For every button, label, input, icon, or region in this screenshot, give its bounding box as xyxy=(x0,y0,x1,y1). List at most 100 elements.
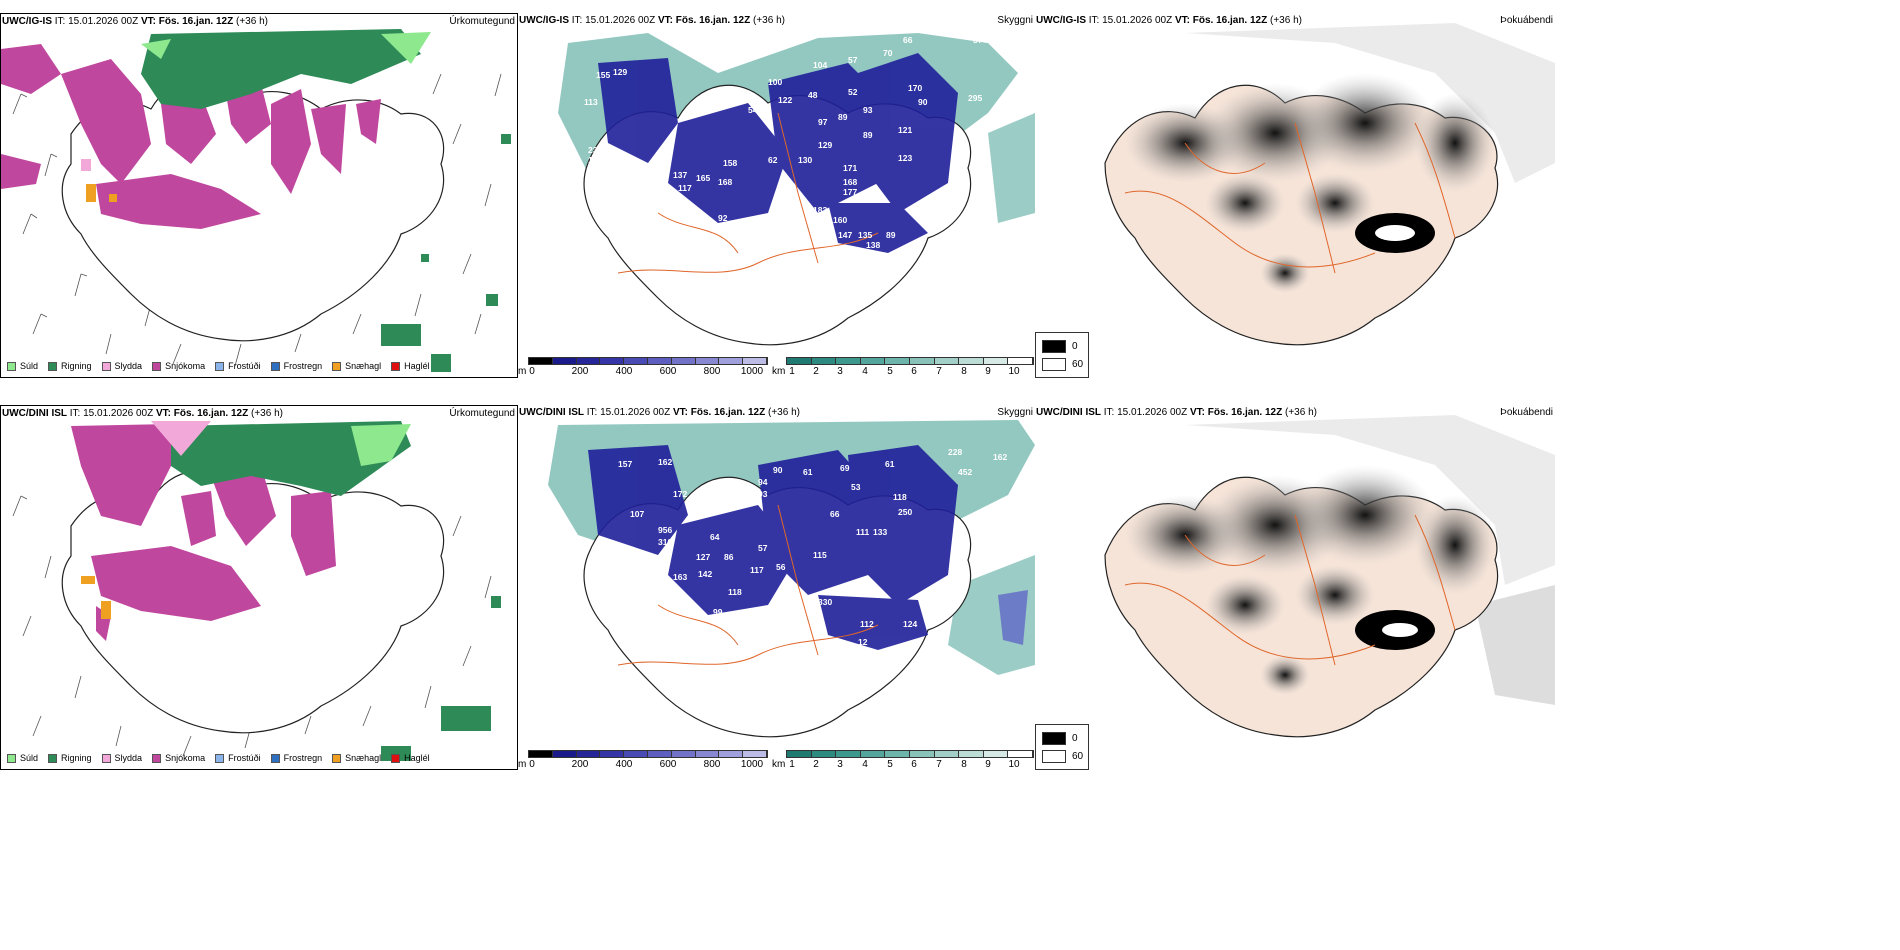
cloud-label: 135 xyxy=(858,230,872,240)
swatch-sud xyxy=(7,361,16,371)
cloud-label: 70 xyxy=(883,48,893,58)
tick-label: 10 xyxy=(1008,366,1020,377)
visibility-unit: km xyxy=(772,366,786,377)
tick-label: 4 xyxy=(862,759,868,770)
tick-label: 4 xyxy=(862,366,868,377)
swatch-frostudi xyxy=(215,753,225,763)
swatch-snjokoma xyxy=(152,753,162,763)
cloud-label: 57 xyxy=(848,55,858,65)
cloud-label: 112 xyxy=(860,619,874,629)
cloud-base-colorbar-row1: m 0 200 400 600 800 1000 xyxy=(518,357,768,379)
cloud-label: 163 xyxy=(673,572,687,582)
cloud-label: 133 xyxy=(873,527,887,537)
cloud-label: 158 xyxy=(723,158,737,168)
swatch-snaehagl xyxy=(332,361,342,371)
cloud-label: 171 xyxy=(843,163,857,173)
panel-type-label: Úrkomutegund xyxy=(449,408,515,419)
cloud-label: 90 xyxy=(918,97,928,107)
cloud-label: 89 xyxy=(886,230,896,240)
tick-label: 1000 xyxy=(740,759,764,770)
cloud-label: 99 xyxy=(713,607,723,617)
cloud-label: 183 xyxy=(813,205,827,215)
legend-item-snaehagl: Snæhagl xyxy=(332,361,381,371)
tick-label: 9 xyxy=(985,759,991,770)
tick-label: 6 xyxy=(911,759,917,770)
cloud-label: 168 xyxy=(718,177,732,187)
panel-type-label: Þokuábendi xyxy=(1500,15,1553,26)
tick-label: 1 xyxy=(789,759,795,770)
precip-type-panel-row1: UWC/IG-IS IT: 15.01.2026 00Z VT: Fös. 16… xyxy=(0,13,518,378)
cloud-label: 57 xyxy=(758,543,768,553)
cloud-panel-row1: UWC/IG-IS IT: 15.01.2026 00Z VT: Fös. 16… xyxy=(518,13,1035,378)
tick-label: 2 xyxy=(813,759,819,770)
cloud-label: 123 xyxy=(898,153,912,163)
cloud-label: 94 xyxy=(758,477,768,487)
tick-label: 600 xyxy=(659,759,677,770)
panel-type-label: Skyggni xyxy=(997,15,1033,26)
cloud-label: 155 xyxy=(596,70,610,80)
cloud-label: 69 xyxy=(840,463,850,473)
fog-legend-row1: 0 60 xyxy=(1035,332,1089,378)
cloud-label: 177 xyxy=(843,187,857,197)
tick-label: 800 xyxy=(703,759,721,770)
cloud-panel-row2: UWC/DINI ISL IT: 15.01.2026 00Z VT: Fös.… xyxy=(518,405,1035,770)
panel-title: UWC/DINI ISL IT: 15.01.2026 00Z VT: Fös.… xyxy=(1036,407,1317,418)
cloud-label: 250 xyxy=(898,507,912,517)
legend-item-frostudi: Frostúði xyxy=(215,361,261,371)
visibility-blocks xyxy=(786,357,1034,365)
fog-panel-row2: UWC/DINI ISL IT: 15.01.2026 00Z VT: Fös.… xyxy=(1035,405,1555,770)
tick-label: 2 xyxy=(813,366,819,377)
cloud-label: 142 xyxy=(698,569,712,579)
legend-item-snjokoma: Snjókoma xyxy=(152,361,205,371)
cloud-label: 53 xyxy=(851,482,861,492)
cloud-label: 330 xyxy=(818,597,832,607)
cloud-label: 99 xyxy=(658,195,668,205)
cloud-label: 124 xyxy=(903,619,917,629)
legend-item-slydda: Slydda xyxy=(101,361,142,371)
cloud-label: 111 xyxy=(856,527,870,537)
cloud-label: 89 xyxy=(863,130,873,140)
swatch-haglel xyxy=(391,361,401,371)
visibility-unit: km xyxy=(772,759,786,770)
cloud-label: 118 xyxy=(893,492,907,502)
cloud-label: 295 xyxy=(968,93,982,103)
cloud-label: 193 xyxy=(843,582,857,592)
cloud-label: 127 xyxy=(696,552,710,562)
cloud-label: 48 xyxy=(808,90,818,100)
cloud-label: 129 xyxy=(818,140,832,150)
cloud-label: 162 xyxy=(658,457,672,467)
legend-item-rigning: Rigning xyxy=(48,753,92,763)
tick-label: 400 xyxy=(615,366,633,377)
precip-map xyxy=(12,421,501,761)
cloud-label: 61 xyxy=(803,467,813,477)
tick-label: 0 xyxy=(529,366,535,377)
legend-item-rigning: Rigning xyxy=(48,361,92,371)
tick-label: 7 xyxy=(936,366,942,377)
legend-item-haglel: Haglél xyxy=(391,753,430,763)
cloud-label: 61 xyxy=(885,459,895,469)
cloud-label: 93 xyxy=(863,105,873,115)
tick-label: 1 xyxy=(789,366,795,377)
swatch-slydda xyxy=(101,753,111,763)
panel-type-label: Úrkomutegund xyxy=(449,16,515,27)
cloud-label: 92 xyxy=(718,213,728,223)
fog-panel-row1: UWC/IG-IS IT: 15.01.2026 00Z VT: Fös. 16… xyxy=(1035,13,1555,378)
swatch-rigning xyxy=(48,361,58,371)
cloud-label: 62 xyxy=(768,155,778,165)
cloud-label: 109 xyxy=(618,188,632,198)
cloud-label: 130 xyxy=(798,155,812,165)
visibility-colorbar-row2: km 1 2 3 4 5 6 7 8 9 10 xyxy=(772,750,1034,772)
precip-map xyxy=(1,29,511,372)
cloud-label: 56 xyxy=(776,562,786,572)
cloud-label: 310 xyxy=(658,537,672,547)
cloud-label: 157 xyxy=(618,459,632,469)
fog-swatch-60 xyxy=(1042,358,1066,371)
cloud-label: 160 xyxy=(833,215,847,225)
cloud-label: 956 xyxy=(658,525,672,535)
tick-label: 3 xyxy=(837,759,843,770)
tick-label: 0 xyxy=(529,759,535,770)
tick-label: 8 xyxy=(961,759,967,770)
cloud-label: 93 xyxy=(758,489,768,499)
tick-label: 200 xyxy=(571,366,589,377)
cloud-map: 70 66 104 57 100 122 48 52 89 93 97 129 … xyxy=(558,33,1035,346)
